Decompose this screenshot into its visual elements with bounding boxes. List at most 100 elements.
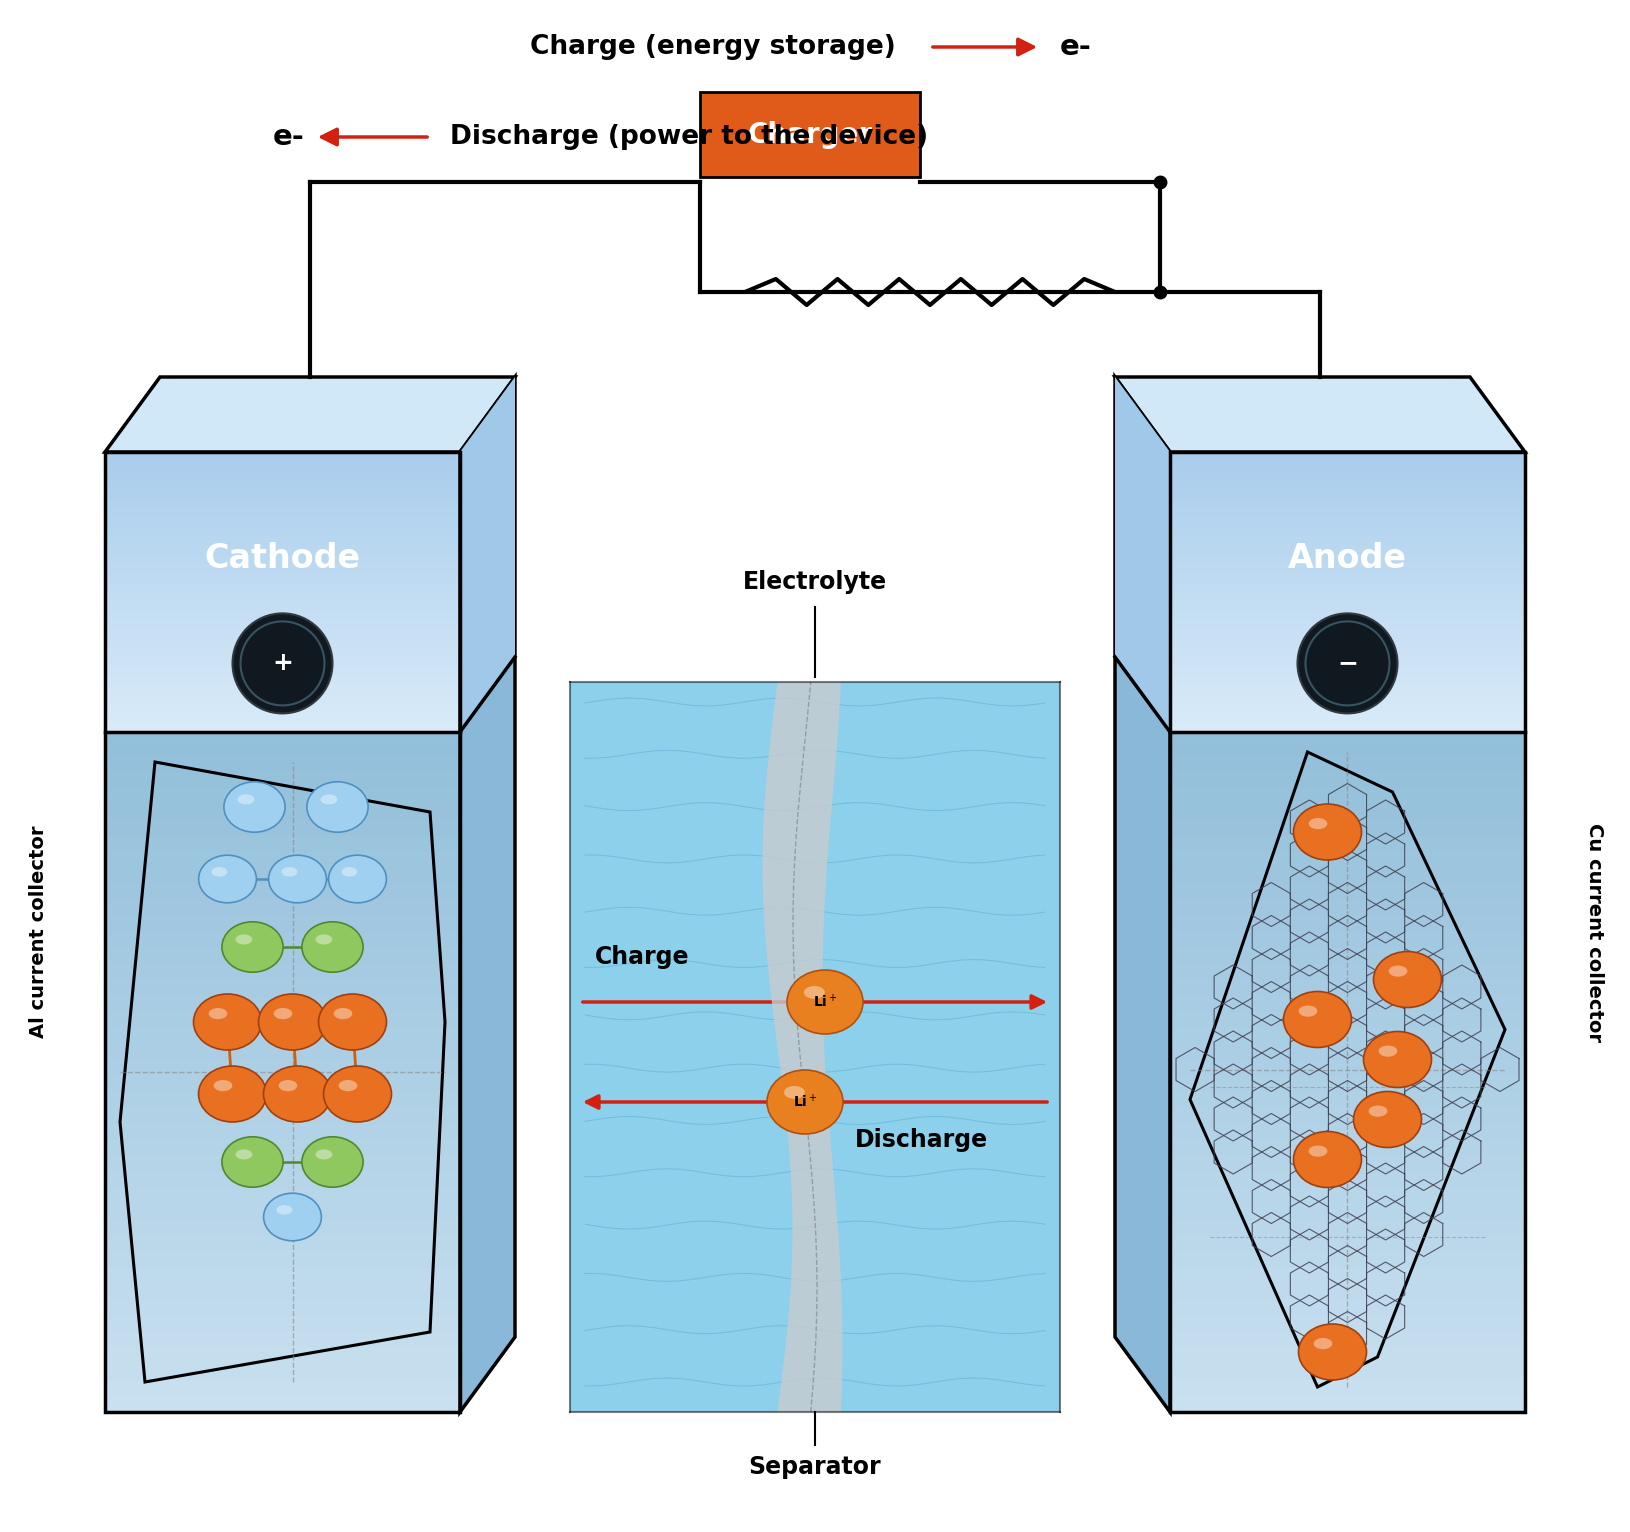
Bar: [104, 484, 460, 499]
Bar: [104, 899, 460, 916]
Ellipse shape: [1307, 818, 1327, 829]
Bar: [1169, 452, 1524, 467]
Bar: [1169, 536, 1524, 545]
Bar: [1169, 705, 1524, 714]
Bar: [104, 1236, 460, 1252]
Bar: [104, 452, 460, 467]
Bar: [1169, 1075, 1524, 1092]
Bar: [104, 660, 460, 676]
Bar: [104, 639, 460, 648]
Ellipse shape: [328, 855, 386, 902]
Bar: [1169, 611, 1524, 620]
Ellipse shape: [318, 994, 386, 1049]
Bar: [1169, 545, 1524, 555]
Bar: [104, 666, 460, 676]
Bar: [1169, 596, 1524, 611]
Ellipse shape: [1297, 1005, 1317, 1017]
Bar: [104, 1172, 460, 1187]
Ellipse shape: [1293, 804, 1361, 859]
Bar: [1169, 676, 1524, 685]
Bar: [1169, 484, 1524, 499]
Polygon shape: [460, 377, 515, 1413]
Ellipse shape: [804, 987, 825, 999]
Bar: [104, 582, 460, 591]
Bar: [104, 643, 460, 660]
Bar: [1169, 564, 1524, 581]
Bar: [104, 820, 460, 836]
Bar: [569, 682, 1060, 1413]
Bar: [104, 1075, 460, 1092]
Bar: [1169, 467, 1524, 484]
Bar: [1169, 1252, 1524, 1268]
Ellipse shape: [258, 994, 326, 1049]
Ellipse shape: [302, 922, 363, 973]
Bar: [104, 1108, 460, 1124]
Bar: [1169, 499, 1524, 509]
Text: Li$^+$: Li$^+$: [812, 993, 836, 1011]
FancyBboxPatch shape: [699, 92, 919, 178]
Bar: [104, 1331, 460, 1348]
Ellipse shape: [306, 781, 368, 832]
Ellipse shape: [264, 1066, 331, 1121]
Bar: [1169, 1363, 1524, 1380]
Bar: [104, 602, 460, 611]
Ellipse shape: [302, 1137, 363, 1187]
Bar: [1169, 1092, 1524, 1108]
Bar: [104, 1204, 460, 1219]
Bar: [104, 1363, 460, 1380]
Bar: [1169, 740, 1524, 755]
Bar: [104, 1043, 460, 1060]
Text: Cathode: Cathode: [204, 542, 360, 574]
Bar: [1169, 573, 1524, 582]
Bar: [1169, 518, 1524, 527]
Ellipse shape: [1297, 1324, 1366, 1380]
Bar: [1169, 602, 1524, 611]
Bar: [104, 1396, 460, 1413]
Text: Separator: Separator: [748, 1455, 880, 1478]
Bar: [104, 628, 460, 643]
Text: e-: e-: [272, 123, 305, 152]
Bar: [104, 692, 460, 708]
Text: Li$^+$: Li$^+$: [792, 1094, 817, 1111]
Bar: [1169, 1396, 1524, 1413]
Bar: [1169, 1043, 1524, 1060]
Text: Cu current collector: Cu current collector: [1584, 823, 1604, 1042]
Bar: [1169, 639, 1524, 648]
Bar: [104, 869, 460, 884]
Bar: [1169, 694, 1524, 705]
Bar: [1169, 931, 1524, 948]
Ellipse shape: [222, 922, 284, 973]
Circle shape: [1297, 613, 1397, 714]
Bar: [1169, 666, 1524, 676]
Ellipse shape: [209, 1008, 227, 1019]
Ellipse shape: [323, 1066, 391, 1121]
Bar: [1169, 1380, 1524, 1396]
Ellipse shape: [235, 935, 253, 945]
Ellipse shape: [1363, 1031, 1431, 1088]
Bar: [1169, 980, 1524, 996]
Bar: [104, 532, 460, 548]
Bar: [104, 996, 460, 1013]
Bar: [1169, 509, 1524, 518]
Bar: [104, 620, 460, 630]
Bar: [1169, 1028, 1524, 1043]
Bar: [1169, 461, 1524, 470]
Ellipse shape: [334, 1008, 352, 1019]
Bar: [1169, 899, 1524, 916]
Bar: [104, 1380, 460, 1396]
Bar: [104, 564, 460, 573]
Bar: [1169, 516, 1524, 532]
Bar: [104, 714, 460, 723]
Bar: [104, 467, 460, 484]
Text: Discharge (power to the device): Discharge (power to the device): [450, 124, 927, 150]
Text: −: −: [1337, 651, 1358, 676]
Bar: [104, 527, 460, 536]
Bar: [1169, 548, 1524, 564]
Bar: [104, 461, 460, 470]
Bar: [104, 1268, 460, 1284]
Bar: [1169, 676, 1524, 692]
Polygon shape: [460, 377, 515, 732]
Bar: [104, 1252, 460, 1268]
Bar: [104, 694, 460, 705]
Ellipse shape: [784, 1086, 804, 1098]
